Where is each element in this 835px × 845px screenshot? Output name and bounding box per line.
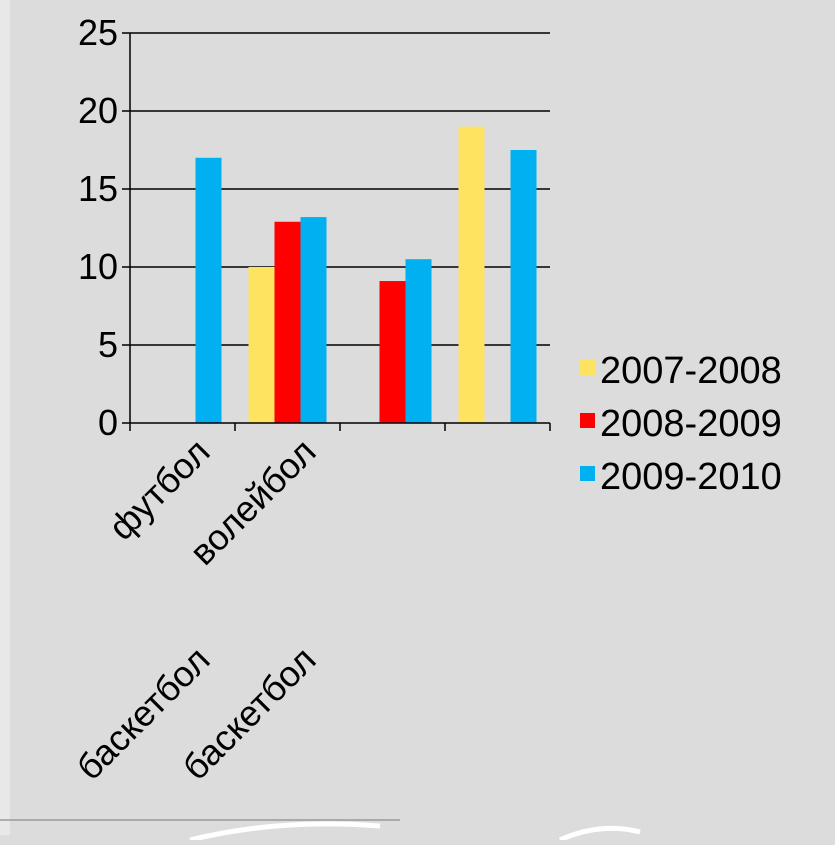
background-decor xyxy=(0,0,641,843)
bar xyxy=(405,259,432,423)
bar xyxy=(195,157,222,424)
y-tick-label: 5 xyxy=(98,324,118,365)
bar xyxy=(248,267,275,423)
bar xyxy=(510,150,537,423)
legend: 2007-2008 2008-2009 2009-2010 xyxy=(580,350,782,498)
bar xyxy=(379,281,406,423)
legend-label: 2009-2010 xyxy=(600,456,782,498)
left-frame-strip xyxy=(0,0,10,835)
bar xyxy=(300,217,327,423)
y-tick-label: 25 xyxy=(78,12,118,53)
decor-swoosh xyxy=(558,825,641,843)
y-tick-label: 0 xyxy=(98,402,118,443)
y-tick-label: 15 xyxy=(78,168,118,209)
y-tick-label: 20 xyxy=(78,90,118,131)
decor-swoosh xyxy=(189,821,381,843)
legend-label: 2007-2008 xyxy=(600,350,782,392)
axes xyxy=(129,33,550,424)
y-axis-ticks: 0 5 10 15 20 25 xyxy=(78,12,130,443)
bar xyxy=(274,221,301,423)
legend-label: 2008-2009 xyxy=(600,403,782,445)
y-tick-label: 10 xyxy=(78,246,118,287)
bar xyxy=(458,126,485,423)
legend-swatch xyxy=(580,360,595,375)
gridlines xyxy=(130,32,550,346)
legend-swatch xyxy=(580,413,595,428)
legend-swatch xyxy=(580,466,595,481)
bars xyxy=(195,126,537,424)
